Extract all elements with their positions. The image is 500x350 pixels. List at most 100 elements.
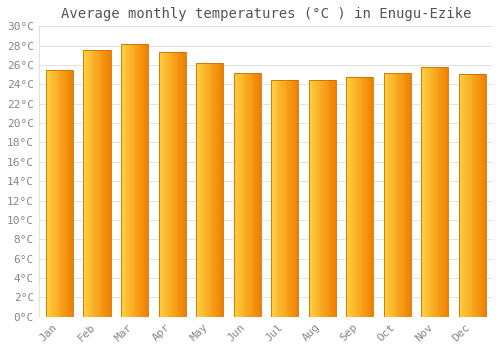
- Bar: [323, 79, 324, 317]
- Bar: [215, 63, 216, 317]
- Bar: [468, 74, 469, 317]
- Bar: [72, 70, 73, 317]
- Bar: [173, 52, 174, 317]
- Bar: [312, 79, 313, 317]
- Bar: [346, 77, 347, 317]
- Bar: [218, 63, 220, 317]
- Bar: [180, 52, 181, 317]
- Bar: [318, 79, 320, 317]
- Bar: [477, 74, 478, 317]
- Bar: [384, 73, 386, 317]
- Bar: [107, 50, 108, 317]
- Bar: [394, 73, 396, 317]
- Bar: [347, 77, 348, 317]
- Bar: [54, 70, 55, 317]
- Bar: [165, 52, 166, 317]
- Bar: [216, 63, 217, 317]
- Bar: [410, 73, 411, 317]
- Bar: [47, 70, 48, 317]
- Bar: [130, 44, 131, 317]
- Bar: [284, 79, 286, 317]
- Bar: [105, 50, 106, 317]
- Bar: [430, 67, 432, 317]
- Bar: [86, 50, 87, 317]
- Bar: [70, 70, 71, 317]
- Bar: [162, 52, 163, 317]
- Bar: [90, 50, 92, 317]
- Bar: [424, 67, 425, 317]
- Bar: [466, 74, 467, 317]
- Bar: [392, 73, 393, 317]
- Bar: [369, 77, 370, 317]
- Bar: [170, 52, 171, 317]
- Bar: [142, 44, 144, 317]
- Bar: [124, 44, 126, 317]
- Bar: [205, 63, 206, 317]
- Bar: [56, 70, 57, 317]
- Bar: [99, 50, 100, 317]
- Bar: [46, 70, 47, 317]
- Bar: [92, 50, 94, 317]
- Bar: [122, 44, 123, 317]
- Bar: [121, 44, 148, 317]
- Bar: [283, 79, 284, 317]
- Bar: [199, 63, 200, 317]
- Bar: [440, 67, 441, 317]
- Bar: [442, 67, 443, 317]
- Bar: [196, 63, 197, 317]
- Bar: [399, 73, 400, 317]
- Bar: [328, 79, 330, 317]
- Bar: [183, 52, 184, 317]
- Bar: [435, 67, 436, 317]
- Bar: [474, 74, 475, 317]
- Bar: [434, 67, 435, 317]
- Bar: [158, 52, 186, 317]
- Bar: [433, 67, 434, 317]
- Bar: [239, 73, 240, 317]
- Bar: [198, 63, 199, 317]
- Bar: [316, 79, 317, 317]
- Bar: [100, 50, 102, 317]
- Bar: [293, 79, 294, 317]
- Bar: [88, 50, 89, 317]
- Bar: [196, 63, 223, 317]
- Bar: [66, 70, 68, 317]
- Bar: [436, 67, 438, 317]
- Bar: [147, 44, 148, 317]
- Bar: [104, 50, 105, 317]
- Bar: [289, 79, 290, 317]
- Bar: [252, 73, 254, 317]
- Bar: [62, 70, 63, 317]
- Bar: [470, 74, 472, 317]
- Bar: [389, 73, 390, 317]
- Bar: [238, 73, 239, 317]
- Bar: [53, 70, 54, 317]
- Bar: [308, 79, 310, 317]
- Bar: [60, 70, 62, 317]
- Bar: [472, 74, 474, 317]
- Bar: [144, 44, 146, 317]
- Bar: [400, 73, 401, 317]
- Bar: [364, 77, 365, 317]
- Bar: [359, 77, 360, 317]
- Bar: [136, 44, 137, 317]
- Bar: [271, 79, 298, 317]
- Bar: [325, 79, 326, 317]
- Bar: [271, 79, 272, 317]
- Bar: [423, 67, 424, 317]
- Bar: [443, 67, 444, 317]
- Bar: [160, 52, 162, 317]
- Bar: [139, 44, 140, 317]
- Bar: [432, 67, 433, 317]
- Bar: [207, 63, 208, 317]
- Bar: [172, 52, 173, 317]
- Bar: [485, 74, 486, 317]
- Bar: [241, 73, 242, 317]
- Bar: [320, 79, 322, 317]
- Bar: [370, 77, 372, 317]
- Bar: [274, 79, 275, 317]
- Bar: [208, 63, 210, 317]
- Bar: [357, 77, 358, 317]
- Bar: [286, 79, 288, 317]
- Bar: [330, 79, 332, 317]
